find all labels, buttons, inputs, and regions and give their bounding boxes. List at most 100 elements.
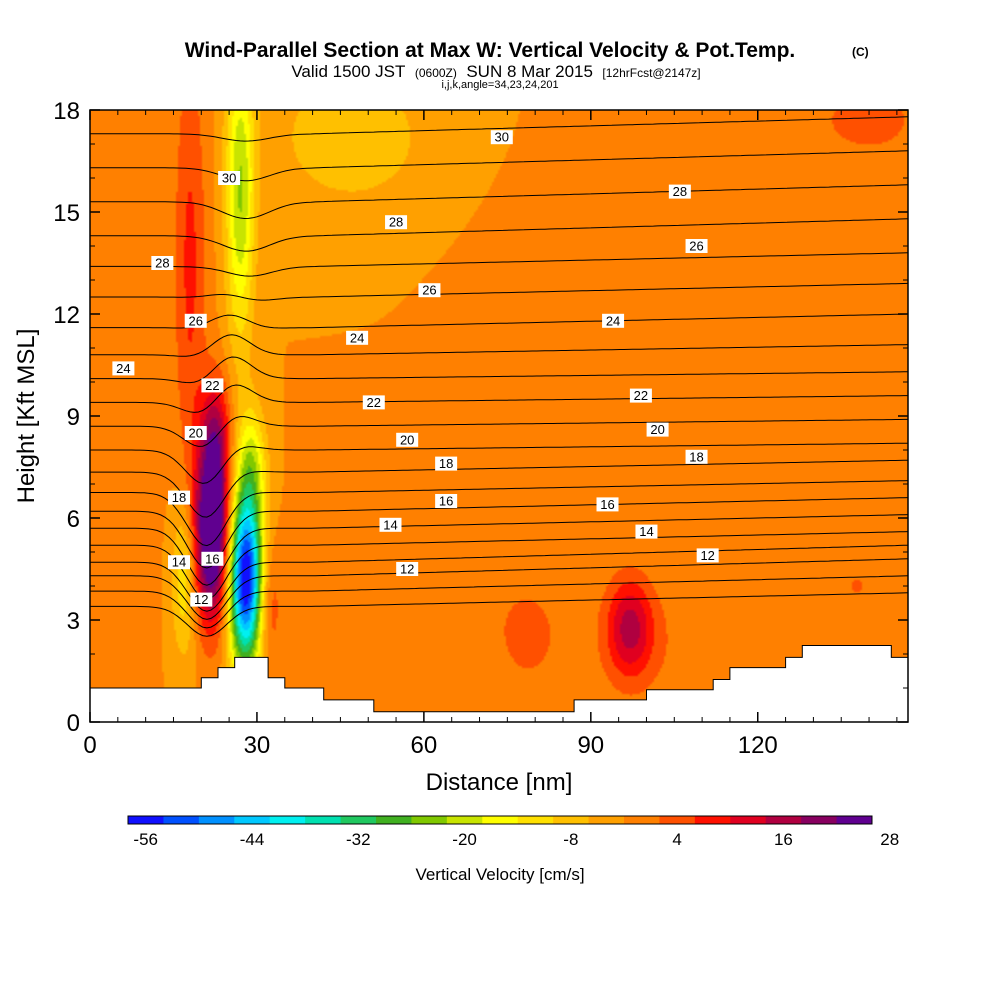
contour-label: 16 — [201, 551, 224, 566]
contour-label-text: 22 — [367, 395, 381, 410]
contour-label-box — [112, 361, 135, 376]
contour-label-text: 20 — [650, 422, 664, 437]
contour-label: 14 — [168, 555, 191, 570]
contour-label: 14 — [379, 517, 402, 532]
colorbar-swatch — [128, 816, 164, 824]
contour-label-box — [646, 422, 669, 437]
contour-label-box — [201, 551, 224, 566]
colorbar-swatch — [446, 816, 483, 824]
contour-label-text: 28 — [389, 215, 403, 230]
y-tick-label: 15 — [53, 200, 80, 227]
colorbar-tick-label: -8 — [563, 830, 578, 849]
contour-label: 28 — [385, 215, 408, 230]
contour-label-box — [184, 313, 207, 328]
isentrope-line — [90, 282, 908, 301]
isentrope-line — [90, 514, 908, 586]
contour-label-box — [379, 517, 402, 532]
contour-label: 24 — [346, 330, 369, 345]
valid-date: SUN 8 Mar 2015 — [466, 62, 593, 81]
colorbar-swatch — [376, 816, 412, 824]
colorbar-tick-label: -32 — [346, 830, 371, 849]
colorbar-tick-label: 4 — [672, 830, 681, 849]
contour-label-box — [435, 456, 458, 471]
colorbar-swatch — [801, 816, 838, 824]
contour-label-box — [435, 494, 458, 508]
contour-label-text: 18 — [689, 449, 703, 464]
colorbar-swatch — [163, 816, 200, 824]
contour-label-text: 12 — [400, 562, 414, 577]
contour-label: 18 — [435, 456, 458, 471]
isentrope-line — [90, 184, 908, 220]
contour-label: 22 — [629, 388, 652, 403]
contour-label: 12 — [190, 592, 213, 607]
contour-label: 28 — [151, 256, 174, 271]
y-tick-label: 12 — [53, 302, 80, 329]
contour-label-box — [151, 256, 174, 270]
contour-label-box — [218, 171, 241, 185]
colorbar-tick-label: 28 — [880, 830, 899, 849]
contour-label-box — [668, 184, 691, 199]
contour-label-box — [184, 426, 207, 440]
contour-label-box — [635, 524, 658, 539]
isentrope-line — [90, 575, 908, 629]
contour-label-box — [362, 395, 385, 410]
contour-label-text: 22 — [205, 378, 219, 393]
x-tick-label: 30 — [244, 732, 271, 759]
isentrope-line — [90, 544, 908, 612]
y-tick-label: 18 — [53, 98, 80, 125]
isentrope-line — [90, 497, 908, 569]
colorbar-swatch — [624, 816, 660, 824]
isentrope-line — [90, 459, 908, 518]
valid-utc: (0600Z) — [415, 66, 457, 80]
colorbar-tick-label: 16 — [774, 830, 793, 849]
contour-label-text: 30 — [222, 171, 236, 186]
y-tick-label: 3 — [67, 608, 80, 635]
contour-label: 26 — [685, 239, 708, 254]
valid-line: Valid 1500 JST (0600Z) SUN 8 Mar 2015 [1… — [291, 62, 700, 81]
colorbar: -56 -44 -32 -20 -8 4 16 28 — [127, 815, 899, 849]
colorbar-swatch — [765, 816, 802, 824]
y-tick-label: 0 — [67, 710, 80, 737]
contour-label-box — [490, 130, 513, 145]
colorbar-swatch — [234, 816, 271, 824]
contour-label-box — [596, 497, 619, 512]
contour-label-text: 12 — [194, 592, 208, 607]
y-tick-label: 9 — [67, 404, 80, 431]
colorbar-swatch — [305, 816, 342, 824]
colorbar-swatch — [411, 816, 448, 824]
isentrope-line — [90, 313, 908, 329]
x-tick-label: 120 — [738, 732, 778, 759]
contour-label-text: 26 — [422, 283, 436, 298]
colorbar-label: Vertical Velocity [cm/s] — [415, 865, 584, 884]
isentrope-line — [90, 218, 908, 252]
contour-label-box — [201, 378, 224, 393]
contour-label: 12 — [396, 562, 419, 577]
contour-label: 30 — [218, 171, 241, 186]
isentrope-line — [90, 116, 908, 142]
vertical-velocity-field — [90, 110, 908, 722]
contour-label-text: 16 — [205, 551, 219, 566]
contour-label: 24 — [112, 361, 135, 376]
contour-label: 22 — [362, 395, 385, 410]
copyright-mark: (C) — [852, 45, 869, 59]
contour-label-text: 16 — [439, 494, 453, 509]
contour-label-text: 28 — [155, 256, 169, 271]
contour-label: 20 — [396, 432, 419, 447]
contour-label-text: 18 — [172, 490, 186, 505]
contour-label-box — [418, 283, 441, 298]
contour-label-box — [685, 239, 708, 253]
contour-label-text: 26 — [689, 239, 703, 254]
contour-labels: 30 30 28 28 28 26 26 26 24 24 24 22 22 22 20 20 20 18 18 18… — [112, 130, 719, 607]
isentrope-line — [90, 531, 908, 600]
contour-label-box — [385, 215, 408, 230]
contour-label-box — [190, 592, 213, 607]
contour-label-text: 14 — [639, 524, 653, 539]
contour-label-text: 16 — [600, 497, 614, 512]
colorbar-swatch — [340, 816, 377, 824]
colorbar-swatch — [659, 816, 696, 824]
colorbar-swatch — [198, 816, 235, 824]
x-axis-label: Distance [nm] — [426, 769, 573, 796]
colorbar-swatch — [482, 816, 519, 824]
contour-label-box — [685, 449, 708, 464]
